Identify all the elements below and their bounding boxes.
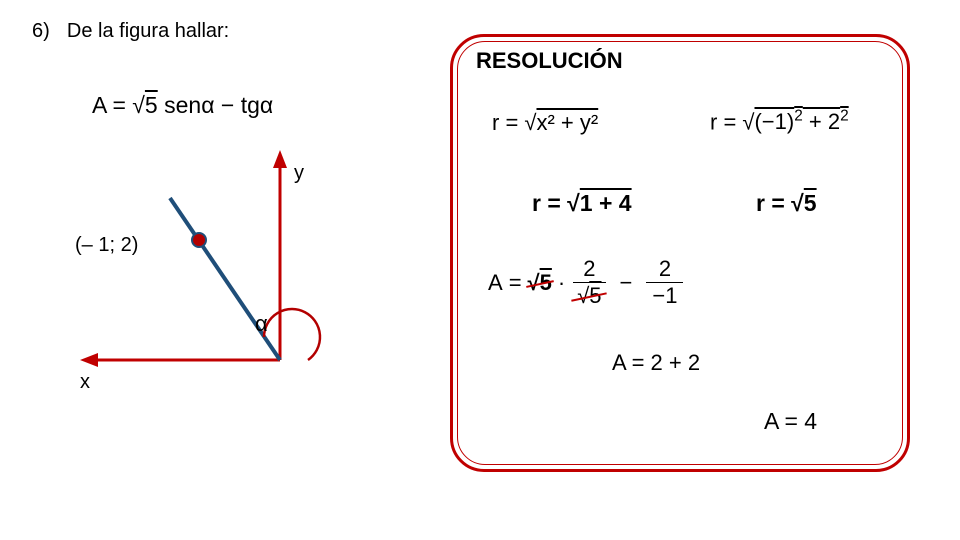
coordinate-diagram <box>60 140 400 420</box>
resolution-title: RESOLUCIÓN <box>476 48 623 74</box>
resolution-box <box>450 34 910 472</box>
r-value: r = √5 <box>756 190 817 217</box>
y-axis-label: y <box>294 162 304 185</box>
A-simplified: A = 2 + 2 <box>612 350 700 376</box>
r-definition: r = √x² + y² <box>492 110 598 136</box>
x-axis-label: x <box>80 371 90 394</box>
point-label: (– 1; 2) <box>75 234 138 257</box>
angle-label: α <box>255 311 268 337</box>
A-result: A = 4 <box>764 408 817 435</box>
problem-number: 6) <box>32 20 50 42</box>
r-substituted: r = √(−1)2 + 22 <box>710 108 849 135</box>
A-substituted: A = √5 · 2 √5 − 2 −1 <box>488 256 689 309</box>
problem-formula: A = √5 senα − tgα <box>92 92 273 119</box>
r-sum: r = √1 + 4 <box>532 190 632 217</box>
problem-prompt: De la figura hallar: <box>67 20 229 42</box>
